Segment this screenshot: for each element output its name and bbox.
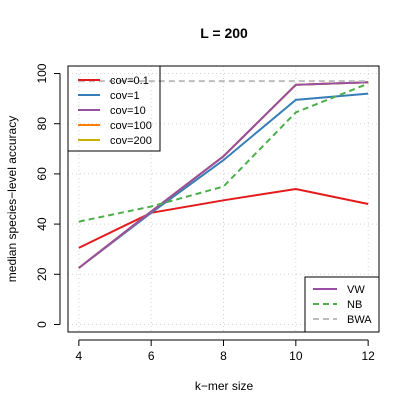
y-tick-label: 80	[35, 117, 49, 131]
legend-coverage: cov=0.1 cov=1 cov=10 cov=100 cov=200	[67, 65, 161, 152]
legend-coverage-label: cov=10	[110, 105, 146, 117]
y-tick-label: 20	[35, 267, 49, 281]
x-tick-label: 8	[220, 349, 227, 363]
legend-coverage-label: cov=1	[110, 90, 140, 102]
y-tick-label: 100	[35, 63, 49, 83]
legend-method-label: VW	[347, 284, 365, 296]
legend-coverage-box	[67, 65, 161, 152]
y-axis: 0 20 40 60 80 100	[35, 63, 61, 328]
series-lines	[78, 80, 369, 269]
x-tick-label: 12	[361, 349, 375, 363]
series-line-0	[78, 187, 369, 249]
plot-frame	[67, 65, 380, 333]
legend-coverage-label: cov=100	[110, 120, 152, 132]
y-tick-label: 60	[35, 167, 49, 181]
y-axis-label: median species−level accuracy	[5, 116, 19, 282]
x-axis-label: k−mer size	[195, 379, 254, 393]
legend-coverage-label: cov=0.1	[110, 75, 149, 87]
series-line-5	[78, 81, 369, 269]
legend-method-label: NB	[347, 299, 362, 311]
legend-method: VW NB BWA	[304, 276, 380, 333]
y-tick-label: 40	[35, 217, 49, 231]
x-tick-label: 10	[289, 349, 303, 363]
legend-coverage-label: cov=200	[110, 135, 152, 147]
legend-method-label: BWA	[347, 314, 372, 326]
x-axis: 4 6 8 10 12	[76, 339, 375, 363]
y-tick-label: 0	[35, 321, 49, 328]
x-tick-label: 6	[148, 349, 155, 363]
chart-title: L = 200	[200, 25, 248, 41]
x-tick-label: 4	[76, 349, 83, 363]
